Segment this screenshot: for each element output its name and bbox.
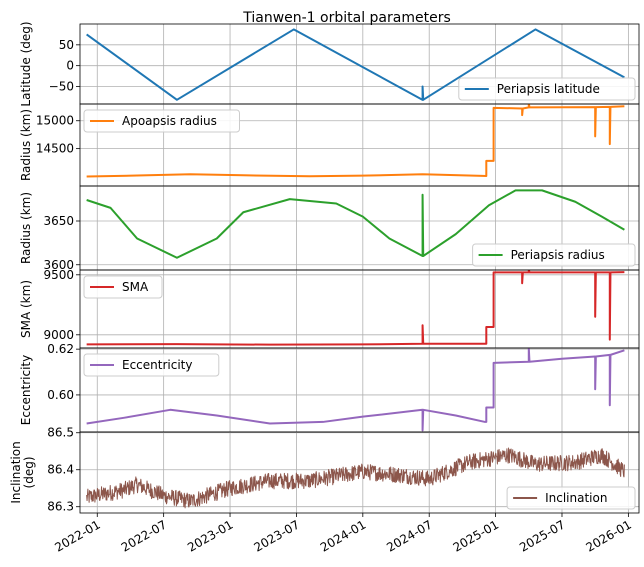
legend-box (83, 275, 163, 299)
legend: SMA (83, 275, 163, 299)
y-tick-label: 3600 (43, 258, 74, 272)
y-tick-label: 0.62 (47, 342, 74, 356)
panel-frame (79, 431, 640, 514)
y-tick-label: 9000 (43, 328, 74, 342)
legend-box (506, 486, 636, 510)
series-line (86, 28, 625, 101)
y-axis-label-line: SMA (km) (19, 280, 33, 338)
series-line (86, 447, 625, 509)
y-axis-label: Inclination(deg) (9, 441, 36, 503)
legend: Periapsis latitude (458, 77, 636, 101)
y-axis-label-line: Latitude (deg) (19, 21, 33, 106)
legend-box (472, 243, 636, 267)
y-tick-label: 15000 (36, 114, 74, 128)
y-tick-label: 0.60 (47, 388, 74, 402)
legend-label: Periapsis radius (511, 248, 605, 262)
legend-box (83, 353, 220, 377)
y-tick-label: 86.4 (47, 463, 74, 477)
y-axis-label-line: Eccentricity (19, 355, 33, 425)
legend-label: Periapsis latitude (497, 82, 600, 96)
y-tick-label: 14500 (36, 142, 74, 156)
y-axis-label: Eccentricity (19, 355, 33, 425)
y-axis-label-line: Inclination (9, 441, 23, 503)
y-tick-label: 0 (66, 59, 74, 73)
legend: Apoapsis radius (83, 109, 240, 133)
legend: Periapsis radius (472, 243, 636, 267)
y-tick-label: 3650 (43, 214, 74, 228)
chart-title: Tianwen-1 orbital parameters (242, 10, 451, 26)
panels-group: 50 0 −50 Latitude (deg) Periapsis latitude 15… (9, 21, 640, 514)
series-line (86, 270, 625, 346)
y-axis-label: Latitude (deg) (19, 21, 33, 106)
y-axis-label: SMA (km) (19, 280, 33, 338)
legend-box (458, 77, 636, 101)
y-axis-label: Radius (km) (19, 109, 33, 181)
y-axis-label: Radius (km) (19, 192, 33, 264)
legend-label: Inclination (545, 491, 607, 505)
legend: Eccentricity (83, 353, 220, 377)
series-line (86, 348, 625, 432)
legend-label: Apoapsis radius (122, 114, 217, 128)
legend-label: SMA (122, 280, 149, 294)
y-tick-label: 86.5 (47, 426, 74, 440)
panel-4: 9500 9000 SMA (km) SMA (19, 268, 640, 349)
panel-1: 50 0 −50 Latitude (deg) Periapsis latitude (19, 21, 640, 107)
series-line (86, 189, 625, 259)
legend: Inclination (506, 486, 636, 510)
legend-box (83, 109, 240, 133)
y-axis-label-line: Radius (km) (19, 192, 33, 264)
y-tick-label: −50 (49, 80, 74, 94)
y-tick-label: 86.3 (47, 500, 74, 514)
y-axis-label-line: (deg) (22, 457, 36, 489)
panel-5: 0.62 0.60 Eccentricity Eccentricity (19, 342, 640, 433)
series-line (86, 104, 625, 178)
panel-3: 3650 3600 Radius (km) Periapsis radius (19, 185, 640, 272)
legend-label: Eccentricity (122, 358, 192, 372)
y-axis-label-line: Radius (km) (19, 109, 33, 181)
y-tick-label: 50 (59, 38, 74, 52)
y-tick-label: 9500 (43, 268, 74, 282)
